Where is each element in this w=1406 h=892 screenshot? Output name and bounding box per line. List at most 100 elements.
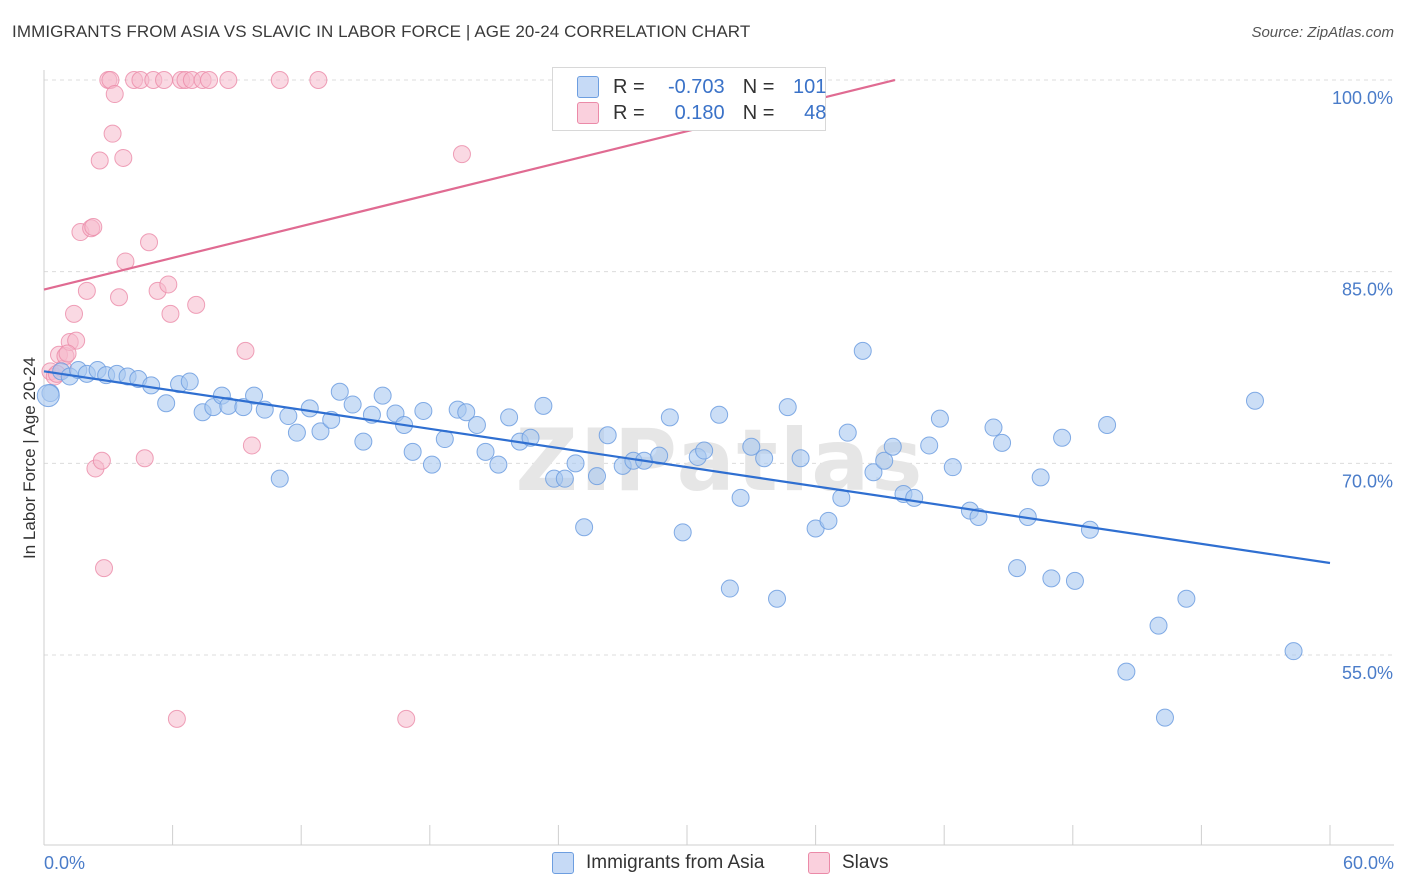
- asia-point: [287, 423, 306, 442]
- legend-item-asia[interactable]: Immigrants from Asia: [552, 852, 764, 874]
- y-tick-label: 85.0%: [1342, 280, 1393, 300]
- legend-r-value: 0.180: [674, 101, 725, 124]
- asia-point: [755, 449, 774, 468]
- asia-point: [457, 403, 476, 422]
- asia-point: [373, 386, 392, 405]
- asia-legend-swatch: [552, 852, 574, 874]
- asia-point: [905, 488, 924, 507]
- slavs-points: [41, 71, 471, 728]
- slavs-point: [84, 217, 103, 236]
- y-tick-labels: 100.0% 85.0% 70.0% 55.0%: [1332, 88, 1393, 683]
- slavs-point: [242, 436, 261, 455]
- legend-item-slavs[interactable]: Slavs: [808, 852, 888, 874]
- asia-point: [875, 451, 894, 470]
- x-ticks: [172, 825, 1331, 845]
- slavs-point: [140, 233, 159, 252]
- asia-point: [1177, 589, 1196, 608]
- slavs-point: [77, 281, 96, 300]
- asia-point: [710, 405, 729, 424]
- asia-point: [768, 589, 787, 608]
- asia-point: [920, 436, 939, 455]
- asia-swatch: [577, 76, 599, 98]
- asia-point: [157, 394, 176, 413]
- asia-point: [1284, 642, 1303, 661]
- y-tick-label: 55.0%: [1342, 663, 1393, 683]
- slavs-point: [155, 71, 174, 89]
- asia-point: [598, 426, 617, 445]
- x-tick-label: 0.0%: [44, 853, 85, 873]
- asia-point: [819, 511, 838, 530]
- asia-point: [791, 449, 810, 468]
- asia-point: [731, 488, 750, 507]
- asia-point: [1065, 571, 1084, 590]
- asia-point: [36, 384, 60, 408]
- chart-title: IMMIGRANTS FROM ASIA VS SLAVIC IN LABOR …: [12, 22, 751, 41]
- legend-n-label: N =: [742, 101, 775, 124]
- asia-point: [279, 407, 298, 426]
- slavs-point: [67, 331, 86, 350]
- slavs-legend-swatch: [808, 852, 830, 874]
- slavs-legend-label: Slavs: [842, 852, 889, 873]
- asia-point: [435, 430, 454, 449]
- grid-lines: [44, 79, 1394, 656]
- asia-point: [1080, 520, 1099, 539]
- slavs-point: [167, 709, 186, 728]
- slavs-point: [309, 71, 328, 89]
- slavs-point: [397, 709, 416, 728]
- asia-point: [403, 442, 422, 461]
- slavs-point: [187, 295, 206, 314]
- asia-point: [555, 469, 574, 488]
- asia-point: [587, 467, 606, 486]
- slavs-point: [114, 148, 133, 167]
- asia-point: [993, 433, 1012, 452]
- asia-point: [853, 341, 872, 360]
- series-legend: Immigrants from Asia Slavs: [0, 852, 1406, 878]
- legend-n-value: 48: [804, 101, 827, 124]
- asia-point: [930, 409, 949, 428]
- source-label: Source: ZipAtlas.com: [1251, 24, 1394, 41]
- slavs-point: [270, 71, 289, 89]
- asia-point: [720, 579, 739, 598]
- slavs-point: [110, 288, 129, 307]
- asia-point: [943, 458, 962, 477]
- slavs-swatch: [577, 102, 599, 124]
- asia-point: [1155, 708, 1174, 727]
- slavs-point: [161, 304, 180, 323]
- asia-point: [476, 442, 495, 461]
- asia-point: [984, 418, 1003, 437]
- x-tick-label: 60.0%: [1343, 853, 1394, 873]
- y-tick-label: 100.0%: [1332, 88, 1393, 108]
- asia-point: [864, 463, 883, 482]
- slavs-point: [95, 559, 114, 578]
- asia-point: [354, 432, 373, 451]
- asia-point: [660, 408, 679, 427]
- asia-point: [969, 508, 988, 526]
- slavs-point: [452, 145, 471, 164]
- asia-point: [311, 422, 330, 441]
- legend-r-label: R =: [613, 75, 645, 98]
- asia-point: [330, 382, 349, 401]
- asia-point: [742, 437, 761, 456]
- asia-point: [673, 523, 692, 542]
- asia-point: [245, 386, 264, 405]
- slavs-point: [200, 71, 219, 89]
- legend-row-asia: R = -0.703 N = 101: [577, 75, 826, 99]
- y-tick-label: 70.0%: [1342, 471, 1393, 491]
- asia-point: [883, 437, 902, 456]
- asia-legend-label: Immigrants from Asia: [586, 852, 765, 873]
- legend-row-slavs: R = 0.180 N = 48: [577, 101, 826, 125]
- slavs-point: [65, 304, 84, 323]
- asia-points: [36, 341, 1303, 727]
- asia-point: [1031, 468, 1050, 487]
- asia-point: [1053, 428, 1072, 447]
- asia-point: [234, 398, 253, 417]
- legend-r-value: -0.703: [667, 75, 725, 98]
- legend-n-value: 101: [793, 75, 827, 98]
- y-axis-label: In Labor Force | Age 20-24: [20, 357, 39, 559]
- slavs-point: [135, 449, 154, 468]
- asia-point: [1117, 662, 1136, 681]
- asia-point: [500, 408, 519, 427]
- asia-point: [1245, 391, 1264, 410]
- asia-point: [1149, 616, 1168, 635]
